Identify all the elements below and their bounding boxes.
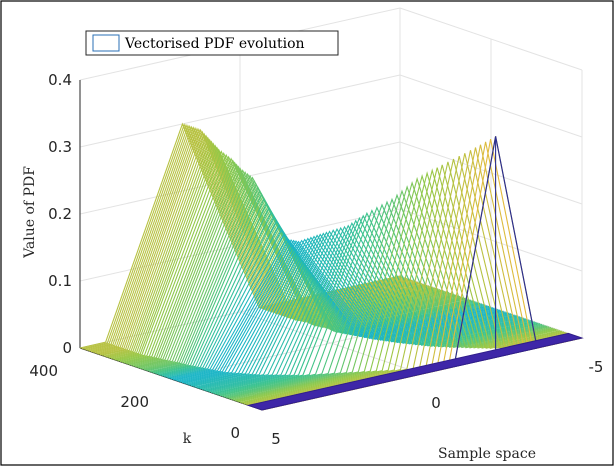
surface-ridge-line	[243, 164, 564, 405]
surface-ridge-line	[205, 225, 526, 392]
surface-ridge-line	[161, 215, 483, 377]
surface-ridge-line	[156, 201, 477, 375]
z-tick-label: 0.1	[48, 272, 72, 290]
surface-ridge-line	[181, 239, 503, 384]
surface-ridge-line	[223, 200, 544, 398]
surface-ridge-line	[185, 237, 506, 385]
surface-ridges	[79, 122, 584, 411]
surface-ridge-line	[165, 224, 486, 378]
z-tick-label: 0.3	[48, 138, 72, 156]
surface-ridge-line	[227, 193, 548, 399]
legend-swatch	[92, 34, 120, 52]
surface-ridge-line	[216, 211, 537, 396]
surface-ridge-line	[238, 171, 559, 403]
surface-ridge-line	[203, 226, 524, 391]
surface-ridge-line	[145, 179, 466, 371]
surface-ridge-line	[214, 214, 535, 395]
tick-labels: 0 0.1 0.2 0.3 0.4 0 200 400 -5 0 5	[29, 71, 603, 448]
z-tick-label: 0.2	[48, 205, 72, 223]
surface-ridge-line	[174, 239, 495, 381]
k-tick-label: 0	[230, 424, 240, 442]
z-tick-label: 0.4	[48, 71, 72, 89]
surface-ridge-line	[125, 157, 446, 365]
surface-ridge-line	[141, 174, 463, 370]
surface-ridge-line	[128, 161, 450, 366]
surface-floor-strip	[246, 332, 584, 411]
surface-ridge-line	[218, 209, 539, 396]
surface-ridge-line	[194, 232, 515, 388]
x-tick-label: -5	[589, 358, 604, 376]
surface-ridge-line	[207, 224, 528, 392]
surface-ridge-line	[190, 234, 512, 387]
surface-ridge-line	[99, 130, 421, 356]
surface-ridge-line	[170, 238, 492, 380]
axis-labels: Value of PDF k Sample space	[22, 166, 536, 462]
x-axis-label: Sample space	[438, 446, 536, 462]
surface-ridge-line	[83, 123, 404, 350]
surface-ridge-line	[240, 168, 561, 404]
surface-ridge-line	[159, 211, 481, 376]
k-tick-label: 400	[29, 362, 58, 380]
surface-ridge-line	[199, 229, 521, 390]
z-axis-label: Value of PDF	[22, 166, 38, 259]
z-tick-label: 0	[62, 339, 72, 357]
x-tick-label: 5	[271, 430, 281, 448]
surface-ridge-line	[198, 230, 519, 389]
surface-ridge-line	[225, 197, 546, 399]
surface-ridge-line	[232, 181, 554, 401]
surface-ridge-line	[241, 167, 563, 404]
surface-ridge-line	[212, 216, 534, 394]
legend-box	[85, 30, 339, 56]
surface-ridge-line	[219, 206, 541, 397]
surface-ridge-line	[179, 240, 501, 383]
surface-ridge-line	[150, 189, 472, 373]
surface-ridge-line	[209, 221, 530, 393]
legend: Vectorised PDF evolution	[85, 30, 339, 56]
surface-ridge-line	[134, 167, 455, 368]
y-axis-label: k	[183, 431, 192, 447]
legend-label: Vectorised PDF evolution	[124, 36, 305, 52]
surface-ridge-line	[116, 148, 437, 361]
x-tick-label: 0	[431, 394, 441, 412]
surface-ridge-line	[236, 173, 557, 402]
surface-ridge-line	[187, 236, 508, 386]
surface-ridge-line	[230, 185, 552, 401]
k-tick-label: 200	[120, 393, 149, 411]
